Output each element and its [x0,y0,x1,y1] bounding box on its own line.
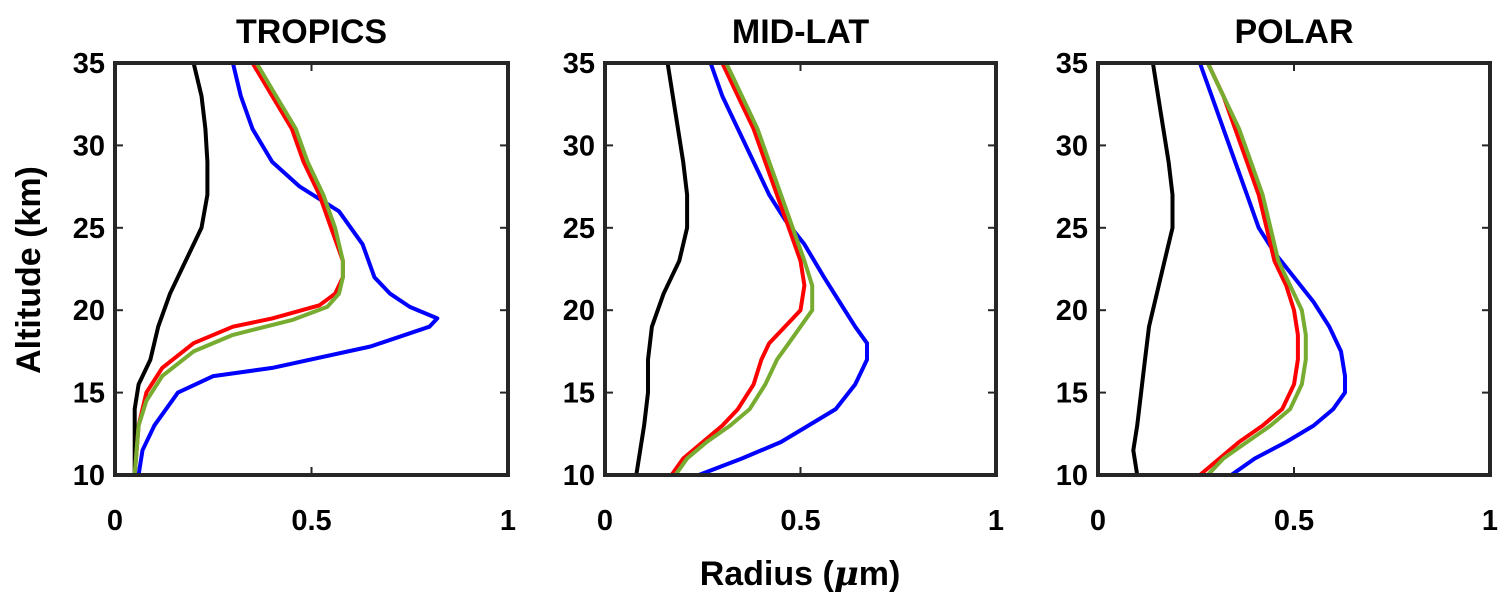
axes-frame-tropics [113,61,510,477]
y-tick-label: 15 [73,378,105,410]
axes-frame-mid-lat [603,61,998,477]
series-line-polar-4 [1205,61,1308,477]
title-polar: POLAR [1235,13,1354,51]
y-tick-label: 25 [563,213,595,245]
y-tick-label: 15 [1056,378,1088,410]
series-line-polar-2 [1197,61,1347,477]
x-label-text: Radius ( [700,555,835,593]
series-line-polar-3 [1197,61,1300,477]
series-line-tropics-3 [132,61,345,477]
y-tick-label: 30 [1056,130,1088,162]
y-tick-label: 35 [73,48,105,80]
y-tick-label: 20 [73,295,105,327]
y-tick-label: 20 [1056,295,1088,327]
series-line-polar-1 [1131,61,1175,477]
x-tick-label: 0.5 [1274,505,1314,537]
series-line-mid-lat-2 [696,61,869,477]
y-tick-label: 10 [73,460,105,492]
panel-polar: POLAR 10 15 20 25 30 35 0 0.5 1 [1056,13,1498,537]
y-tick-label: 35 [563,48,595,80]
y-tick-label: 20 [563,295,595,327]
series-line-mid-lat-4 [673,61,815,477]
series-line-tropics-4 [132,61,345,477]
y-tick-label: 30 [563,130,595,162]
y-tick-label: 25 [73,213,105,245]
x-label-unit: m) [859,555,901,593]
panel-tropics: TROPICS 10 15 20 25 30 35 0 0.5 1 [73,13,516,537]
shared-y-axis-label: Altitude (km) [10,166,48,374]
y-tick-label: 10 [1056,460,1088,492]
series-line-mid-lat-3 [669,61,807,477]
x-label-mu-symbol: μ [834,554,859,594]
y-tick-label: 15 [563,378,595,410]
x-tick-label: 0.5 [291,505,331,537]
series-line-tropics-2 [136,61,440,477]
series-line-tropics-1 [132,61,210,477]
title-tropics: TROPICS [236,13,387,51]
x-tick-label: 1 [988,505,1004,537]
series-line-mid-lat-1 [634,61,690,477]
y-tick-label: 10 [563,460,595,492]
x-tick-label: 1 [500,505,516,537]
panel-mid-lat: MID-LAT 10 15 20 25 30 35 0 0.5 1 [563,13,1004,537]
shared-x-axis-label: Radius (μm) [700,554,901,594]
x-tick-label: 0.5 [780,505,820,537]
x-tick-label: 1 [1482,505,1498,537]
y-tick-label: 30 [73,130,105,162]
title-mid-lat: MID-LAT [732,13,869,51]
x-tick-label: 0 [1090,505,1106,537]
x-tick-label: 0 [107,505,123,537]
y-tick-label: 25 [1056,213,1088,245]
x-tick-label: 0 [597,505,613,537]
axes-frame-polar [1096,61,1492,477]
y-tick-label: 35 [1056,48,1088,80]
